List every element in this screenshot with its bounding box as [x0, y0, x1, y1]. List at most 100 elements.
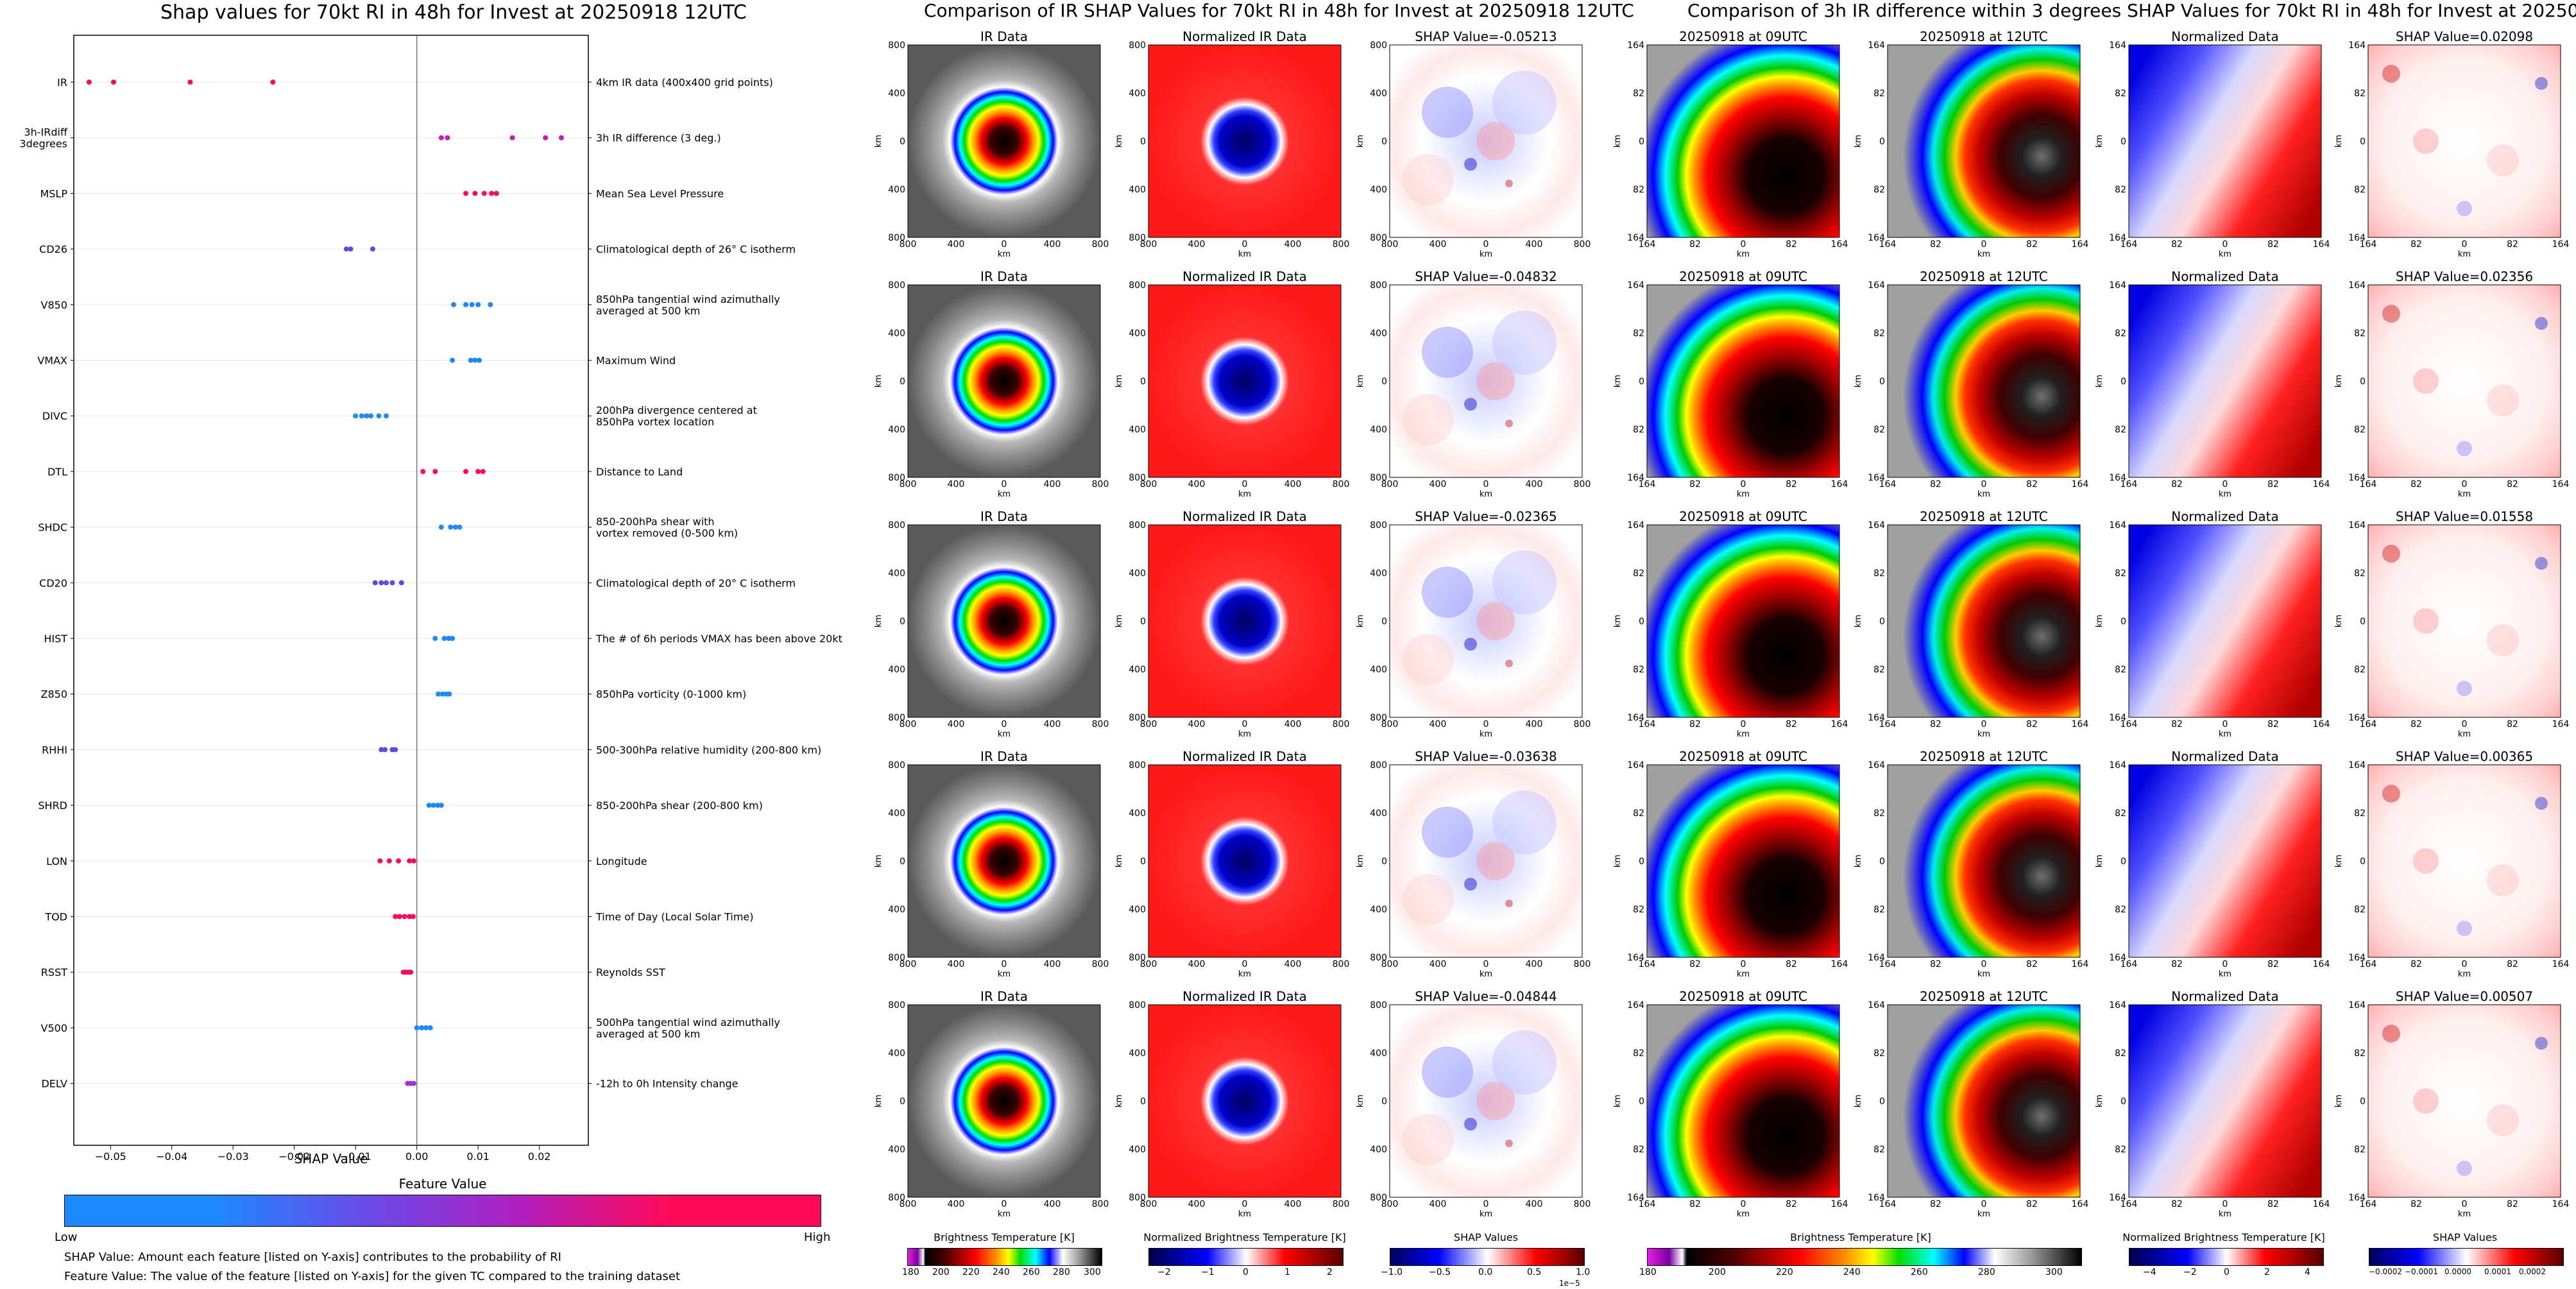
y-tick-label: 0: [2360, 377, 2366, 387]
x-tick-label: 0: [1483, 239, 1489, 250]
x-axis-unit: km: [1737, 490, 1750, 499]
shap-blob: [2413, 368, 2439, 394]
x-tick-label: 164: [2313, 1199, 2330, 1209]
y-tick-label: 82: [2115, 1048, 2126, 1059]
y-axis-unit: km: [1114, 135, 1124, 148]
x-tick-label: 400: [948, 1199, 965, 1209]
x-tick-label: 0: [1483, 719, 1489, 730]
y-tick-label: 164: [2109, 1000, 2126, 1011]
y-tick-label: 800: [1370, 520, 1387, 531]
description-label: Climatological depth of 26° C isotherm: [596, 243, 796, 255]
y-tick-label: 400: [1370, 89, 1387, 99]
panel-title: SHAP Value=0.00365: [2396, 749, 2533, 764]
x-tick-label: 800: [1333, 719, 1350, 730]
x-tick-label: 400: [1044, 719, 1061, 730]
y-tick-label: 400: [1370, 185, 1387, 195]
y-tick-label: 164: [2109, 40, 2126, 51]
feature-label: LON: [46, 855, 67, 867]
description-label: 200hPa divergence centered at: [596, 404, 757, 416]
y-tick-label: 400: [1370, 568, 1387, 579]
x-tick-label: 800: [1092, 959, 1109, 969]
description-label: Time of Day (Local Solar Time): [595, 911, 753, 923]
feature-label: 3degrees: [19, 138, 67, 150]
x-tick-label: 400: [1526, 239, 1543, 250]
shap-point: [411, 858, 416, 864]
y-tick-label: 0: [2360, 137, 2366, 147]
panel-image: [1646, 524, 1840, 718]
x-tick-label: 800: [900, 1199, 917, 1209]
shap-blob: [2535, 797, 2548, 810]
y-tick-label: 164: [1627, 40, 1644, 51]
feature-label: DIVC: [42, 410, 67, 422]
panel-image: [907, 764, 1101, 958]
panel-title: Normalized IR Data: [1182, 29, 1307, 44]
shap-blob: [1492, 311, 1557, 375]
right-cbar-norm-label: Normalized Brightness Temperature [K]: [2122, 1231, 2325, 1243]
x-tick-label: 800: [1381, 479, 1399, 490]
y-axis-unit: km: [1114, 615, 1124, 627]
x-axis-unit: km: [2219, 490, 2231, 499]
x-tick-label: 400: [1284, 719, 1302, 730]
y-tick-label: 82: [2115, 568, 2126, 579]
y-axis-unit: km: [2095, 135, 2104, 148]
x-tick-label: 400: [948, 719, 965, 730]
description-label: 850-200hPa shear (200-800 km): [596, 799, 763, 812]
panel-image: [1148, 44, 1342, 238]
x-tick-label: 82: [2410, 719, 2422, 730]
x-tick-label: 164: [2072, 719, 2089, 730]
y-tick-label: 800: [888, 953, 905, 963]
x-tick-label: 800: [1092, 719, 1109, 730]
x-tick-label: 800: [1381, 239, 1399, 250]
x-tick-label: 400: [1188, 239, 1206, 250]
y-tick-label: 800: [1370, 233, 1387, 243]
x-tick-label: 400: [1429, 719, 1447, 730]
y-axis-unit: km: [1356, 615, 1365, 627]
x-axis-unit: km: [998, 730, 1011, 739]
y-tick-label: 0: [1879, 617, 1885, 627]
y-axis-unit: km: [1613, 1095, 1623, 1107]
x-tick-label: 82: [2507, 719, 2518, 730]
shap-point: [382, 747, 388, 753]
description-label: Distance to Land: [596, 466, 683, 478]
y-tick-label: 400: [1129, 425, 1146, 435]
shap-point: [432, 636, 438, 641]
y-tick-label: 400: [1129, 329, 1146, 339]
x-tick-label: 800: [1140, 719, 1157, 730]
shap-blob: [2457, 201, 2472, 216]
shap-blob: [1476, 362, 1515, 400]
x-tick-label: 82: [2267, 719, 2279, 730]
y-tick-label: 164: [1627, 1000, 1644, 1011]
shap-point: [408, 969, 414, 975]
y-axis-unit: km: [2095, 855, 2104, 867]
shap-point: [370, 246, 375, 252]
shap-point: [445, 135, 450, 141]
panel-title: 20250918 at 09UTC: [1679, 29, 1807, 44]
x-tick-label: 400: [1284, 1199, 1302, 1209]
y-tick-label: 82: [1633, 1048, 1644, 1059]
y-tick-label: 164: [1627, 760, 1644, 771]
y-tick-label: 82: [1633, 1145, 1644, 1155]
panel-image: [1887, 44, 2081, 238]
y-tick-label: 800: [1370, 760, 1387, 771]
shap-blob: [1422, 807, 1473, 858]
y-axis-unit: km: [1613, 135, 1623, 148]
shap-point: [463, 191, 469, 196]
shap-blob: [2457, 1161, 2472, 1176]
shap-point: [475, 468, 481, 474]
mid-cbar-shap-label: SHAP Values: [1453, 1231, 1519, 1243]
x-tick-label: 800: [1574, 479, 1591, 490]
y-tick-label: 82: [2115, 808, 2126, 819]
y-tick-label: 82: [1633, 425, 1644, 435]
shap-point: [420, 468, 426, 474]
shap-point: [457, 524, 463, 530]
y-tick-label: 400: [888, 1048, 905, 1059]
y-tick-label: 800: [888, 1193, 905, 1203]
